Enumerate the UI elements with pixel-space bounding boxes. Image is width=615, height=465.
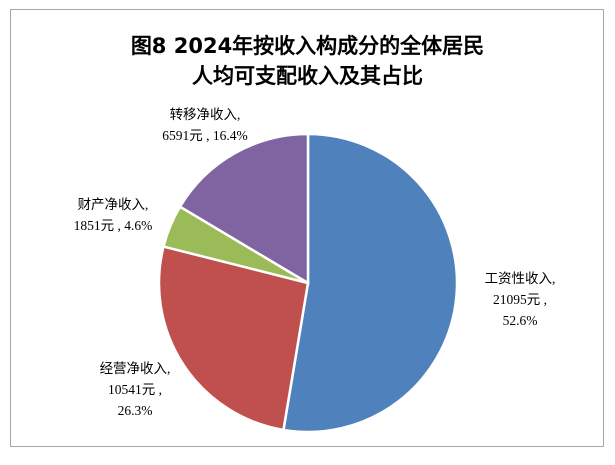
label-amount: 10541元 ,	[108, 382, 162, 397]
chart-title-line2: 人均可支配收入及其占比	[192, 64, 423, 88]
label-percent: 52.6%	[502, 313, 538, 328]
label-text: 财产净收入,	[77, 197, 149, 212]
slice-transfer-income	[178, 132, 310, 286]
label-wage-income: 工资性收入, 21095元 , 52.6%	[470, 268, 570, 331]
label-transfer-income: 转移净收入, 6591元 , 16.4%	[145, 104, 265, 146]
label-text: 工资性收入,	[484, 271, 556, 286]
label-amount: 1851元 , 4.6%	[73, 218, 153, 233]
label-percent: 26.3%	[117, 403, 153, 418]
label-text: 经营净收入,	[99, 361, 171, 376]
label-text: 转移净收入,	[169, 107, 241, 122]
label-business-income: 经营净收入, 10541元 , 26.3%	[85, 358, 185, 421]
label-property-income: 财产净收入, 1851元 , 4.6%	[58, 194, 168, 236]
slice-business-income	[157, 245, 310, 432]
label-amount: 21095元 ,	[493, 292, 547, 307]
chart-frame	[10, 9, 604, 447]
chart-title-line1: 图8 2024年按收入构成分的全体居民	[130, 34, 485, 58]
slice-wage-income	[282, 132, 459, 434]
label-amount: 6591元 , 16.4%	[162, 128, 248, 143]
